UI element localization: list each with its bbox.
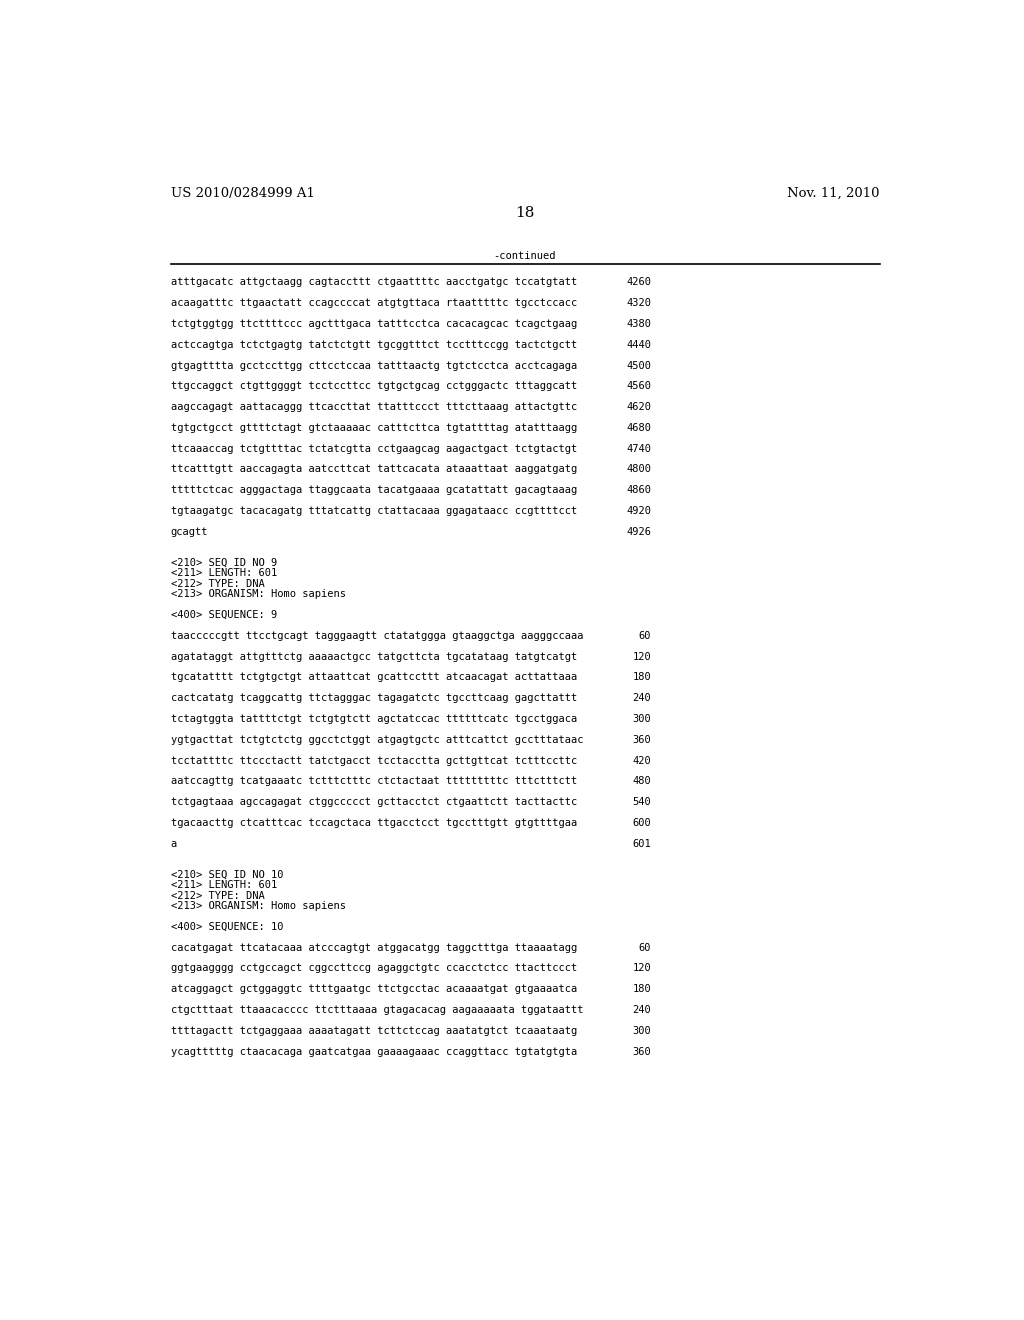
Text: <212> TYPE: DNA: <212> TYPE: DNA (171, 891, 264, 900)
Text: actccagtga tctctgagtg tatctctgtt tgcggtttct tcctttccgg tactctgctt: actccagtga tctctgagtg tatctctgtt tgcggtt… (171, 339, 577, 350)
Text: tctagtggta tattttctgt tctgtgtctt agctatccac ttttttcatc tgcctggaca: tctagtggta tattttctgt tctgtgtctt agctatc… (171, 714, 577, 723)
Text: ttcaaaccag tctgttttac tctatcgtta cctgaagcag aagactgact tctgtactgt: ttcaaaccag tctgttttac tctatcgtta cctgaag… (171, 444, 577, 454)
Text: 360: 360 (633, 1047, 651, 1056)
Text: ycagtttttg ctaacacaga gaatcatgaa gaaaagaaac ccaggttacc tgtatgtgta: ycagtttttg ctaacacaga gaatcatgaa gaaaaga… (171, 1047, 577, 1056)
Text: 4620: 4620 (626, 403, 651, 412)
Text: tgtaagatgc tacacagatg tttatcattg ctattacaaa ggagataacc ccgttttcct: tgtaagatgc tacacagatg tttatcattg ctattac… (171, 506, 577, 516)
Text: taacccccgtt ttcctgcagt tagggaagtt ctatatggga gtaaggctga aagggccaaa: taacccccgtt ttcctgcagt tagggaagtt ctatat… (171, 631, 583, 640)
Text: 240: 240 (633, 693, 651, 704)
Text: 180: 180 (633, 985, 651, 994)
Text: <212> TYPE: DNA: <212> TYPE: DNA (171, 579, 264, 589)
Text: gtgagtttta gcctccttgg cttcctccaa tatttaactg tgtctcctca acctcagaga: gtgagtttta gcctccttgg cttcctccaa tatttaa… (171, 360, 577, 371)
Text: <213> ORGANISM: Homo sapiens: <213> ORGANISM: Homo sapiens (171, 902, 346, 911)
Text: ggtgaagggg cctgccagct cggccttccg agaggctgtc ccacctctcc ttacttccct: ggtgaagggg cctgccagct cggccttccg agaggct… (171, 964, 577, 973)
Text: ttcatttgtt aaccagagta aatccttcat tattcacata ataaattaat aaggatgatg: ttcatttgtt aaccagagta aatccttcat tattcac… (171, 465, 577, 474)
Text: 240: 240 (633, 1005, 651, 1015)
Text: 60: 60 (639, 631, 651, 640)
Text: ygtgacttat tctgtctctg ggcctctggt atgagtgctc atttcattct gcctttataac: ygtgacttat tctgtctctg ggcctctggt atgagtg… (171, 735, 583, 744)
Text: tctgtggtgg ttcttttccc agctttgaca tatttcctca cacacagcac tcagctgaag: tctgtggtgg ttcttttccc agctttgaca tatttcc… (171, 319, 577, 329)
Text: tgacaacttg ctcatttcac tccagctaca ttgacctcct tgcctttgtt gtgttttgaa: tgacaacttg ctcatttcac tccagctaca ttgacct… (171, 818, 577, 828)
Text: atcaggagct gctggaggtc ttttgaatgc ttctgcctac acaaaatgat gtgaaaatca: atcaggagct gctggaggtc ttttgaatgc ttctgcc… (171, 985, 577, 994)
Text: 4740: 4740 (626, 444, 651, 454)
Text: ttgccaggct ctgttggggt tcctccttcc tgtgctgcag cctgggactc tttaggcatt: ttgccaggct ctgttggggt tcctccttcc tgtgctg… (171, 381, 577, 391)
Text: aatccagttg tcatgaaatc tctttctttc ctctactaat tttttttttc tttctttctt: aatccagttg tcatgaaatc tctttctttc ctctact… (171, 776, 577, 787)
Text: 4800: 4800 (626, 465, 651, 474)
Text: US 2010/0284999 A1: US 2010/0284999 A1 (171, 187, 314, 199)
Text: gcagtt: gcagtt (171, 527, 208, 537)
Text: <210> SEQ ID NO 9: <210> SEQ ID NO 9 (171, 558, 276, 568)
Text: 4380: 4380 (626, 319, 651, 329)
Text: aagccagagt aattacaggg ttcaccttat ttatttccct tttcttaaag attactgttc: aagccagagt aattacaggg ttcaccttat ttatttc… (171, 403, 577, 412)
Text: 4920: 4920 (626, 506, 651, 516)
Text: ttttagactt tctgaggaaa aaaatagatt tcttctccag aaatatgtct tcaaataatg: ttttagactt tctgaggaaa aaaatagatt tcttctc… (171, 1026, 577, 1036)
Text: 4680: 4680 (626, 422, 651, 433)
Text: atttgacatc attgctaagg cagtaccttt ctgaattttc aacctgatgc tccatgtatt: atttgacatc attgctaagg cagtaccttt ctgaatt… (171, 277, 577, 288)
Text: 4500: 4500 (626, 360, 651, 371)
Text: 120: 120 (633, 652, 651, 661)
Text: <211> LENGTH: 601: <211> LENGTH: 601 (171, 880, 276, 890)
Text: a: a (171, 838, 177, 849)
Text: 420: 420 (633, 755, 651, 766)
Text: 601: 601 (633, 838, 651, 849)
Text: 540: 540 (633, 797, 651, 807)
Text: cactcatatg tcaggcattg ttctagggac tagagatctc tgccttcaag gagcttattt: cactcatatg tcaggcattg ttctagggac tagagat… (171, 693, 577, 704)
Text: Nov. 11, 2010: Nov. 11, 2010 (787, 187, 880, 199)
Text: tttttctcac agggactaga ttaggcaata tacatgaaaa gcatattatt gacagtaaag: tttttctcac agggactaga ttaggcaata tacatga… (171, 486, 577, 495)
Text: 4926: 4926 (626, 527, 651, 537)
Text: 360: 360 (633, 735, 651, 744)
Text: <400> SEQUENCE: 10: <400> SEQUENCE: 10 (171, 921, 283, 932)
Text: <211> LENGTH: 601: <211> LENGTH: 601 (171, 569, 276, 578)
Text: tctgagtaaa agccagagat ctggccccct gcttacctct ctgaattctt tacttacttc: tctgagtaaa agccagagat ctggccccct gcttacc… (171, 797, 577, 807)
Text: 60: 60 (639, 942, 651, 953)
Text: 4560: 4560 (626, 381, 651, 391)
Text: -continued: -continued (494, 251, 556, 261)
Text: 4440: 4440 (626, 339, 651, 350)
Text: 18: 18 (515, 206, 535, 220)
Text: 300: 300 (633, 714, 651, 723)
Text: 4260: 4260 (626, 277, 651, 288)
Text: 300: 300 (633, 1026, 651, 1036)
Text: <213> ORGANISM: Homo sapiens: <213> ORGANISM: Homo sapiens (171, 589, 346, 599)
Text: agatataggt attgtttctg aaaaactgcc tatgcttcta tgcatataag tatgtcatgt: agatataggt attgtttctg aaaaactgcc tatgctt… (171, 652, 577, 661)
Text: tgcatatttt tctgtgctgt attaattcat gcattccttt atcaacagat acttattaaa: tgcatatttt tctgtgctgt attaattcat gcattcc… (171, 672, 577, 682)
Text: ctgctttaat ttaaacacccc ttctttaaaa gtagacacag aagaaaaata tggataattt: ctgctttaat ttaaacacccc ttctttaaaa gtagac… (171, 1005, 583, 1015)
Text: <400> SEQUENCE: 9: <400> SEQUENCE: 9 (171, 610, 276, 620)
Text: tcctattttc ttccctactt tatctgacct tcctacctta gcttgttcat tctttccttc: tcctattttc ttccctactt tatctgacct tcctacc… (171, 755, 577, 766)
Text: 4860: 4860 (626, 486, 651, 495)
Text: 4320: 4320 (626, 298, 651, 308)
Text: <210> SEQ ID NO 10: <210> SEQ ID NO 10 (171, 870, 283, 880)
Text: 180: 180 (633, 672, 651, 682)
Text: 480: 480 (633, 776, 651, 787)
Text: 600: 600 (633, 818, 651, 828)
Text: 120: 120 (633, 964, 651, 973)
Text: acaagatttc ttgaactatt ccagccccat atgtgttaca rtaatttttc tgcctccacc: acaagatttc ttgaactatt ccagccccat atgtgtt… (171, 298, 577, 308)
Text: tgtgctgcct gttttctagt gtctaaaaac catttcttca tgtattttag atatttaagg: tgtgctgcct gttttctagt gtctaaaaac catttct… (171, 422, 577, 433)
Text: cacatgagat ttcatacaaa atcccagtgt atggacatgg taggctttga ttaaaatagg: cacatgagat ttcatacaaa atcccagtgt atggaca… (171, 942, 577, 953)
